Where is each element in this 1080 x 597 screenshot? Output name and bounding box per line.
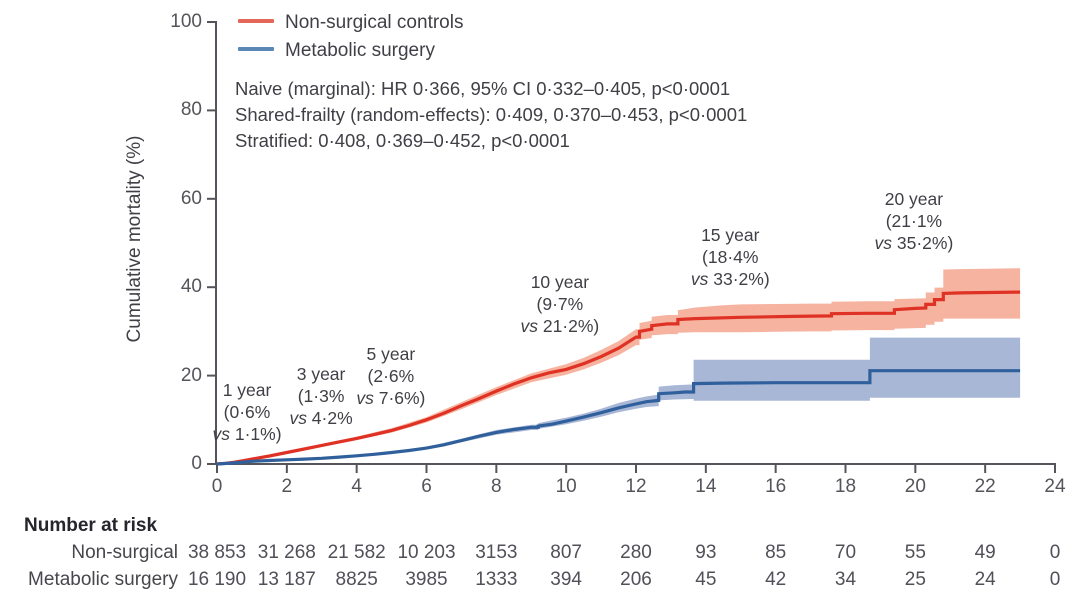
risk-value-surgery-year-24: 0	[1049, 569, 1061, 590]
x-tick-label-14: 14	[695, 476, 717, 497]
risk-value-surgery-year-12: 206	[620, 569, 652, 590]
y-tick-label-0: 0	[191, 453, 202, 474]
x-tick-label-8: 8	[491, 476, 502, 497]
y-tick-label-60: 60	[180, 187, 202, 209]
risk-value-nonsurgical-year-0: 38 853	[187, 542, 247, 563]
x-tick-label-0: 0	[211, 476, 223, 497]
risk-value-surgery-year-4: 8825	[335, 569, 378, 590]
annotation-line: vs 4·2%	[289, 408, 353, 428]
risk-value-nonsurgical-year-18: 70	[834, 542, 857, 563]
annotation-line: vs 7·6%)	[356, 388, 426, 408]
annotation-line: 10 year	[530, 272, 590, 292]
legend-item-nonsurgical: Non-surgical controls	[238, 11, 463, 35]
risk-value-surgery-year-16: 42	[765, 569, 787, 590]
x-tick-label-12: 12	[625, 476, 647, 497]
risk-value-nonsurgical-year-20: 55	[904, 542, 926, 563]
risk-value-surgery-year-22: 24	[974, 569, 996, 590]
annotation-10-year: 10 year (9·7% vs 21·2%)	[495, 271, 625, 337]
annotation-20-year: 20 year (21·1% vs 35·2%)	[849, 188, 979, 254]
annotation-line: 1 year	[222, 380, 272, 400]
annotation-line: 5 year	[366, 344, 416, 364]
annotation-15-year: 15 year (18·4% vs 33·2%)	[665, 224, 795, 290]
risk-value-surgery-year-0: 16 190	[187, 569, 247, 590]
surgery-curve	[216, 369, 1021, 466]
y-axis-title: Cumulative mortality (%)	[124, 135, 145, 343]
annotation-line: (2·6%	[367, 366, 415, 386]
legend-line-swatch-surgery	[238, 47, 274, 52]
annotation-1-year: 1 year (0·6% vs 1·1%)	[182, 379, 312, 445]
risk-row-label-surgery: Metabolic surgery	[28, 569, 178, 590]
annotation-line: 20 year	[884, 189, 944, 209]
stats-line-shared-frailty: Shared-frailty (random-effects): 0·409, …	[235, 104, 748, 125]
annotation-line: (1·3%	[297, 386, 345, 406]
stats-line-naive: Naive (marginal): HR 0·366, 95% CI 0·332…	[235, 78, 731, 99]
legend-label-surgery: Metabolic surgery	[285, 40, 435, 61]
x-tick-label-18: 18	[834, 476, 857, 497]
risk-value-surgery-year-8: 1333	[475, 569, 518, 590]
y-tick-label-40: 40	[180, 276, 202, 298]
risk-value-surgery-year-18: 34	[834, 569, 857, 590]
legend-label-nonsurgical: Non-surgical controls	[285, 12, 464, 33]
x-tick-label-20: 20	[904, 476, 926, 497]
x-tick-label-10: 10	[555, 476, 577, 497]
annotation-line: 15 year	[701, 225, 760, 245]
annotation-line: vs 1·1%)	[212, 424, 282, 444]
hazard-ratio-stats: Naive (marginal): HR 0·366, 95% CI 0·332…	[235, 76, 747, 154]
risk-value-surgery-year-6: 3985	[405, 569, 448, 590]
x-tick-label-22: 22	[974, 476, 996, 497]
risk-value-nonsurgical-year-6: 10 203	[397, 542, 456, 563]
annotation-line: (18·4%	[702, 247, 759, 267]
risk-value-surgery-year-20: 25	[904, 569, 926, 590]
risk-value-surgery-year-14: 45	[695, 569, 717, 590]
annotation-line: (9·7%	[536, 294, 584, 314]
legend-line-swatch-nonsurgical	[238, 19, 274, 24]
annotation-line: vs 35·2%)	[874, 233, 954, 253]
risk-value-nonsurgical-year-10: 807	[550, 542, 582, 563]
annotation-5-year: 5 year (2·6% vs 7·6%)	[326, 343, 456, 409]
annotation-line: (0·6%	[223, 402, 271, 422]
risk-value-surgery-year-10: 394	[550, 569, 582, 590]
y-tick-label-100: 100	[170, 11, 202, 32]
risk-row-label-nonsurgical: Non-surgical	[71, 542, 178, 563]
risk-value-surgery-year-2: 13 187	[257, 569, 316, 590]
annotation-line: vs 33·2%)	[690, 269, 770, 289]
risk-table-header: Number at risk	[24, 515, 158, 536]
risk-value-nonsurgical-year-2: 31 268	[257, 542, 316, 563]
y-tick-label-80: 80	[180, 99, 202, 121]
risk-value-nonsurgical-year-14: 93	[695, 542, 717, 563]
nonsurgical-curve	[216, 290, 1021, 466]
stats-line-stratified: Stratified: 0·408, 0·369–0·452, p<0·0001	[235, 130, 570, 151]
annotation-line: 3 year	[296, 364, 346, 384]
risk-value-nonsurgical-year-24: 0	[1049, 542, 1061, 563]
x-tick-label-4: 4	[351, 476, 362, 497]
risk-value-nonsurgical-year-4: 21 582	[327, 542, 386, 563]
risk-value-nonsurgical-year-22: 49	[974, 542, 996, 563]
risk-value-nonsurgical-year-12: 280	[620, 542, 652, 563]
risk-value-nonsurgical-year-16: 85	[765, 542, 787, 563]
risk-value-nonsurgical-year-8: 3153	[475, 542, 518, 563]
annotation-line: vs 21·2%)	[520, 316, 600, 336]
x-tick-label-16: 16	[765, 476, 787, 497]
annotation-line: (21·1%	[885, 211, 943, 231]
x-tick-label-24: 24	[1044, 476, 1066, 497]
surgery-ci-band	[217, 337, 1021, 464]
y-tick-label-20: 20	[180, 364, 202, 386]
x-tick-label-2: 2	[281, 476, 293, 497]
annotation-3-year: 3 year (1·3% vs 4·2%	[256, 363, 386, 429]
legend-item-surgery: Metabolic surgery	[238, 39, 435, 63]
x-tick-label-6: 6	[421, 476, 432, 497]
